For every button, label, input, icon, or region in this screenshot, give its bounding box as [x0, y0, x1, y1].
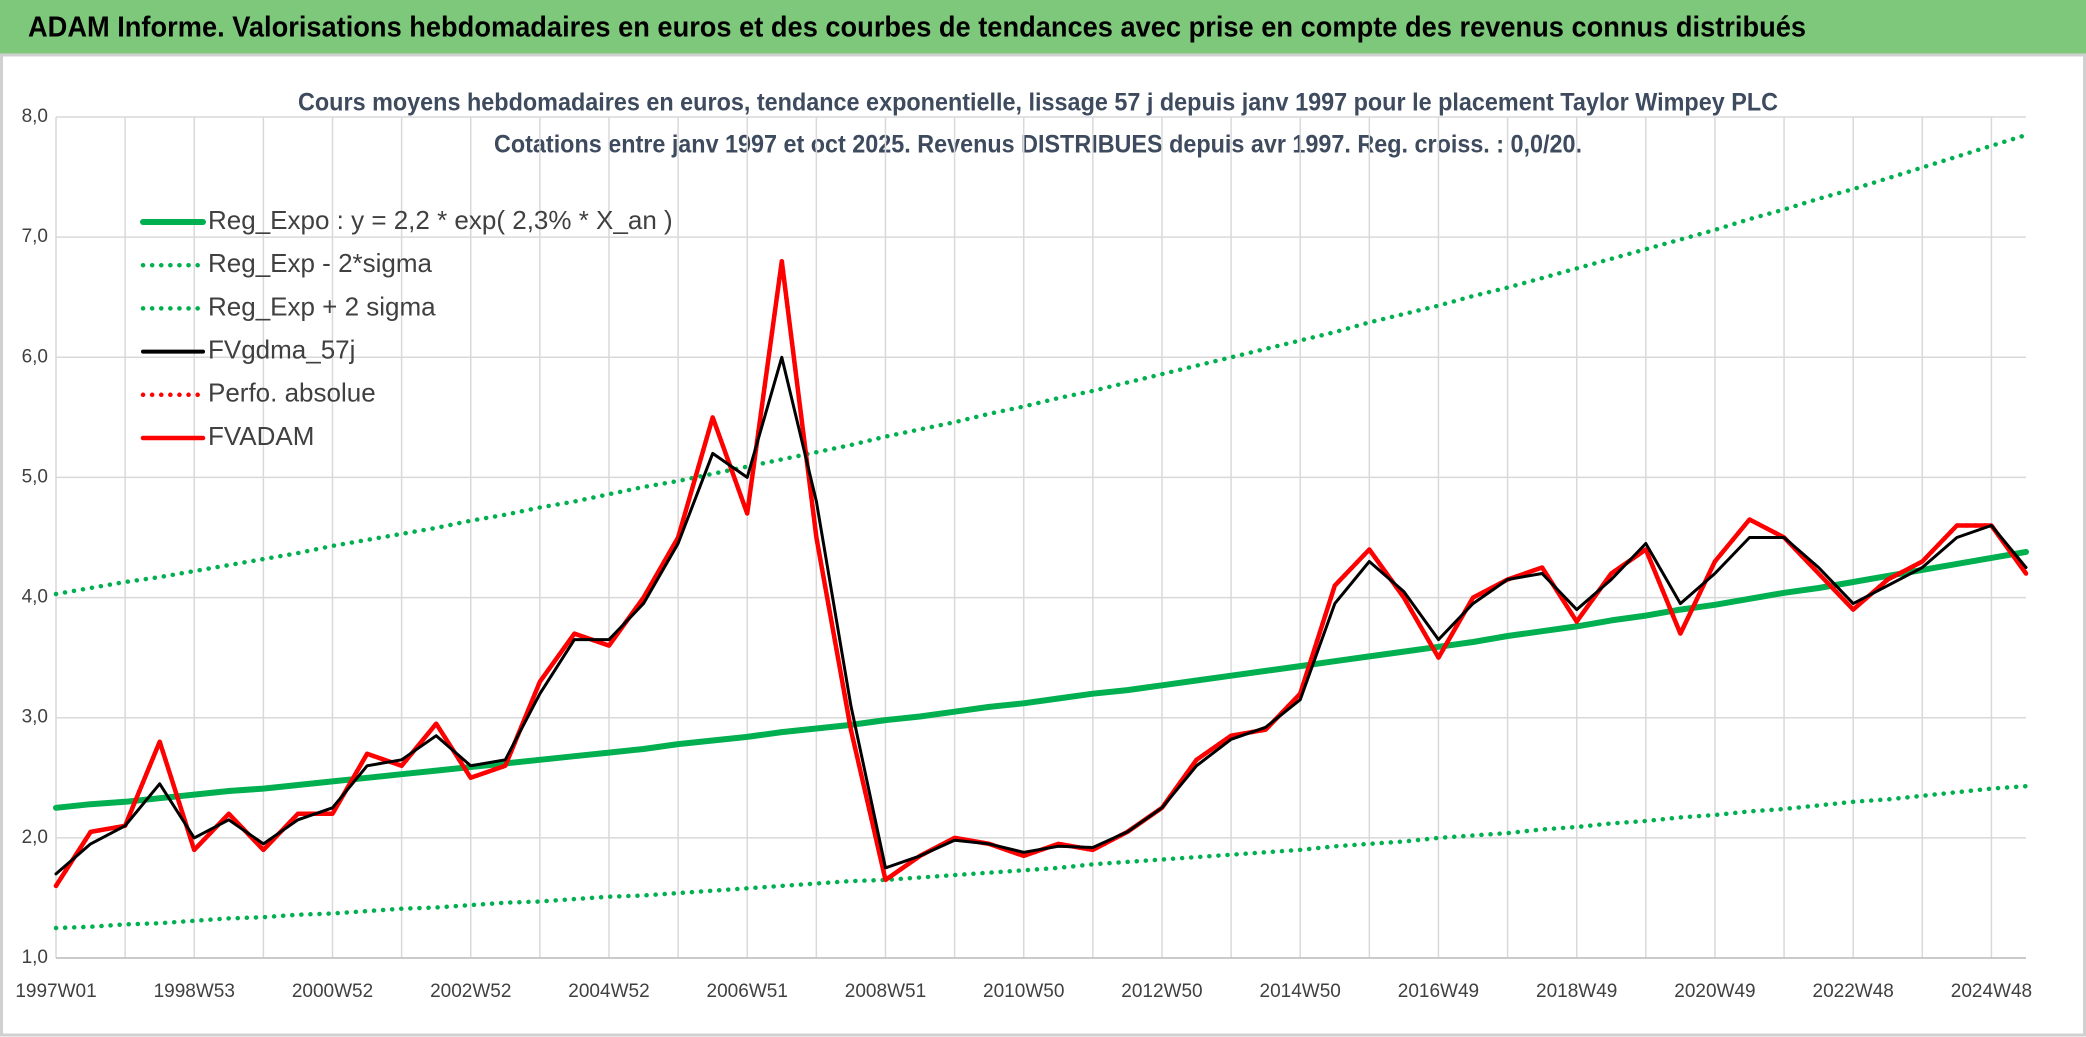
legend-label: Perfo. absolue: [208, 378, 376, 408]
grid: 1,0 2,0 3,0 4,0 5,0 6,0 7,0 8,0 1997W01 1998W53 20…: [15, 106, 2032, 1002]
x-tick-label: 2008W51: [845, 981, 926, 1002]
x-tick-label: 2000W52: [292, 981, 373, 1002]
series-line: [53, 783, 2029, 931]
x-tick-label: 2002W52: [430, 981, 511, 1002]
series-line: [53, 132, 2029, 597]
legend-label: FVgdma_57j: [208, 334, 355, 364]
chart-title: Cours moyens hebdomadaires en euros, ten…: [298, 89, 1778, 117]
series-line: [53, 548, 2029, 811]
frame: [0, 53, 2086, 1037]
chart-subtitle: Cotations entre janv 1997 et oct 2025. R…: [494, 131, 1582, 159]
x-tick-label: 2004W52: [568, 981, 649, 1002]
x-tick-label: 2022W48: [1813, 981, 1894, 1002]
y-tick-label: 8,0: [22, 106, 48, 127]
header-band: [0, 0, 2086, 55]
plot: [53, 132, 2029, 931]
y-tick-label: 5,0: [22, 466, 48, 487]
legend-label: Reg_Exp + 2 sigma: [208, 291, 436, 321]
x-tick-label: 2010W50: [983, 981, 1064, 1002]
x-tick-label: 2016W49: [1398, 981, 1479, 1002]
y-tick-label: 7,0: [22, 226, 48, 247]
y-tick-label: 2,0: [22, 827, 48, 848]
header-title: ADAM Informe. Valorisations hebdomadaire…: [28, 12, 1806, 44]
y-tick-label: 3,0: [22, 707, 48, 728]
x-tick-label: 2018W49: [1536, 981, 1617, 1002]
x-tick-label: 1998W53: [154, 981, 235, 1002]
legend: Reg_Expo : y = 2,2 * exp( 2,3% * X_an ) R…: [140, 205, 673, 451]
series-line: [54, 355, 2028, 876]
y-tick-label: 6,0: [22, 346, 48, 367]
x-tick-label: 1997W01: [15, 981, 96, 1002]
legend-label: Reg_Exp - 2*sigma: [208, 248, 433, 278]
x-tick-label: 2020W49: [1674, 981, 1755, 1002]
y-tick-label: 1,0: [22, 947, 48, 968]
legend-label: FVADAM: [208, 421, 314, 451]
legend-label: Reg_Expo : y = 2,2 * exp( 2,3% * X_an ): [208, 205, 673, 235]
x-tick-label: 2014W50: [1260, 981, 1341, 1002]
x-tick-label: 2024W48: [1951, 981, 2032, 1002]
x-tick-label: 2012W50: [1121, 981, 1202, 1002]
y-tick-label: 4,0: [22, 587, 48, 608]
x-tick-label: 2006W51: [707, 981, 788, 1002]
